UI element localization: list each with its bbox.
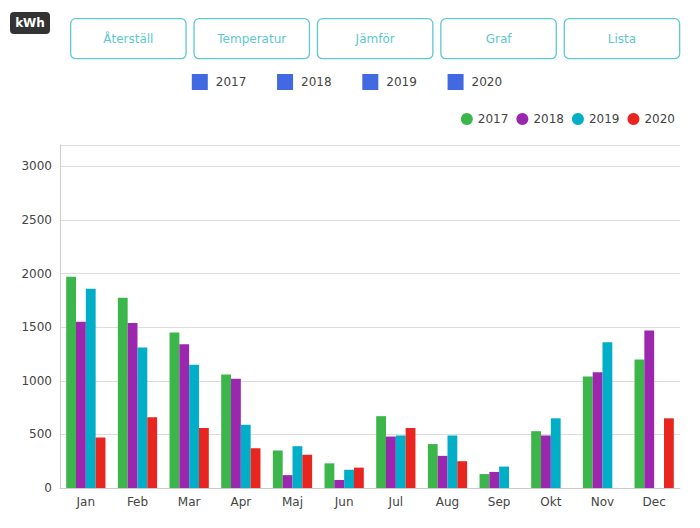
svg-text:Jun: Jun xyxy=(334,495,354,509)
svg-text:Dec: Dec xyxy=(643,495,666,509)
svg-text:Jan: Jan xyxy=(76,495,96,509)
svg-text:Nov: Nov xyxy=(591,495,614,509)
svg-text:Aug: Aug xyxy=(436,495,459,509)
svg-text:Maj: Maj xyxy=(282,495,303,509)
svg-text:1000: 1000 xyxy=(21,374,52,388)
svg-text:2020: 2020 xyxy=(644,112,675,126)
svg-text:2017: 2017 xyxy=(478,112,509,126)
svg-text:Okt: Okt xyxy=(540,495,561,509)
svg-text:3000: 3000 xyxy=(21,159,52,173)
svg-text:2019: 2019 xyxy=(386,75,417,89)
svg-text:Temperatur: Temperatur xyxy=(216,32,286,46)
svg-text:2019: 2019 xyxy=(589,112,620,126)
svg-text:0: 0 xyxy=(44,481,52,495)
svg-text:Apr: Apr xyxy=(230,495,251,509)
svg-text:kWh: kWh xyxy=(15,16,45,30)
svg-text:Återställ: Återställ xyxy=(103,31,153,46)
svg-text:Sep: Sep xyxy=(488,495,511,509)
svg-text:2500: 2500 xyxy=(21,213,52,227)
svg-text:2000: 2000 xyxy=(21,267,52,281)
svg-text:Feb: Feb xyxy=(127,495,148,509)
svg-text:Jul: Jul xyxy=(388,495,403,509)
svg-text:Lista: Lista xyxy=(608,32,636,46)
svg-text:Jämför: Jämför xyxy=(355,32,395,46)
svg-text:2020: 2020 xyxy=(472,75,503,89)
svg-text:1500: 1500 xyxy=(21,320,52,334)
svg-text:Mar: Mar xyxy=(178,495,201,509)
svg-text:Graf: Graf xyxy=(486,32,513,46)
svg-text:2018: 2018 xyxy=(533,112,564,126)
svg-text:2018: 2018 xyxy=(301,75,332,89)
svg-text:2017: 2017 xyxy=(216,75,247,89)
svg-text:500: 500 xyxy=(29,427,52,441)
